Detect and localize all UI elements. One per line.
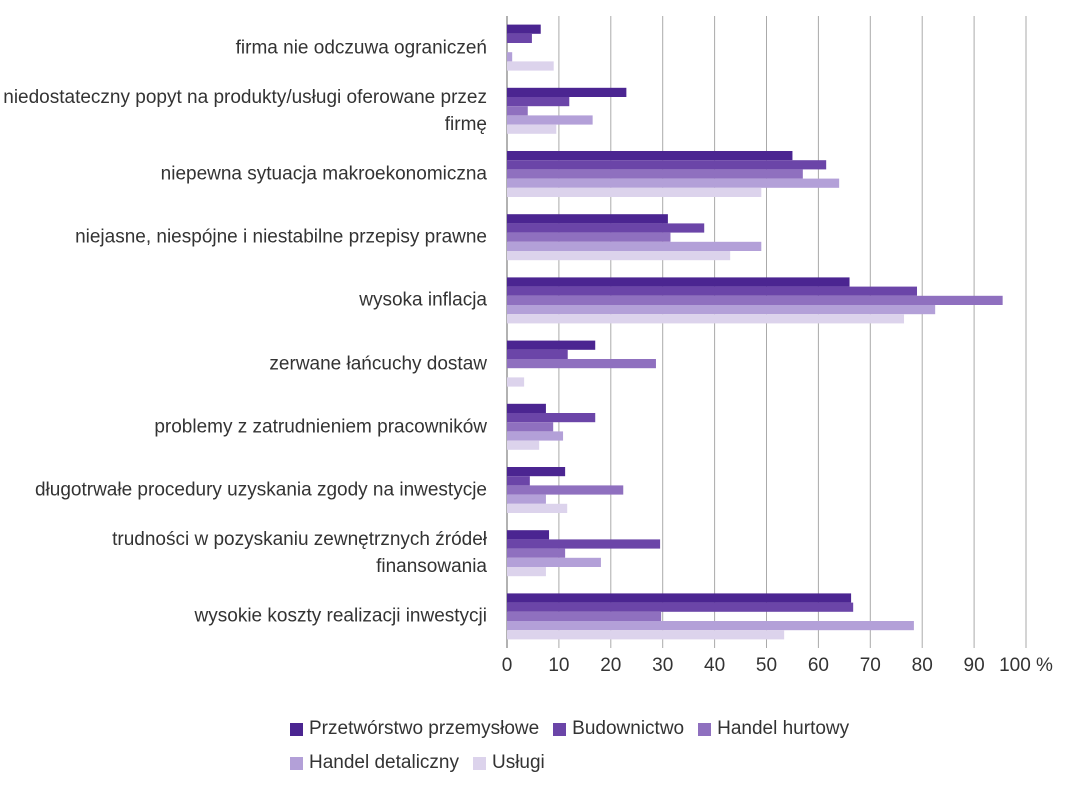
bar <box>507 277 850 287</box>
legend-label: Budownictwo <box>572 718 685 739</box>
bar <box>507 359 656 369</box>
legend-label: Przetwórstwo przemysłowe <box>309 718 540 739</box>
x-tick-label: 100 % <box>999 655 1053 676</box>
legend: Przetwórstwo przemysłowe Budownictwo Hande… <box>290 718 960 774</box>
bar <box>507 106 528 116</box>
legend-item: Handel hurtowy <box>698 718 849 740</box>
legend-label: Usługi <box>491 752 545 773</box>
category-label: wysokie koszty realizacji inwestycji <box>194 605 487 627</box>
bar <box>507 115 593 125</box>
legend-label: Handel detaliczny <box>309 752 459 773</box>
bar <box>507 539 661 549</box>
bar <box>507 467 566 477</box>
bar <box>507 223 705 233</box>
bar <box>507 52 513 62</box>
category-label: niedostateczny popyt na produkty/usługi … <box>3 86 487 135</box>
bar <box>507 494 546 504</box>
bar <box>507 431 564 441</box>
bar <box>507 151 793 161</box>
legend-swatch <box>472 756 486 770</box>
bar <box>507 61 554 71</box>
bar <box>507 621 914 631</box>
x-tick-label: 60 <box>808 655 829 676</box>
legend-swatch <box>698 722 712 736</box>
bar <box>507 476 530 486</box>
x-tick-label: 80 <box>912 655 933 676</box>
bar <box>507 33 532 43</box>
bar <box>507 485 624 495</box>
bar <box>507 349 568 359</box>
category-label: niepewna sytuacja makroekonomiczna <box>160 163 487 185</box>
bar <box>507 630 785 640</box>
category-label: zerwane łańcuchy dostaw <box>269 353 487 375</box>
bar <box>507 160 827 170</box>
category-label: niejasne, niespójne i niestabilne przepi… <box>75 226 487 248</box>
bar <box>507 403 546 413</box>
category-label: wysoka inflacja <box>359 289 487 311</box>
bar <box>507 413 596 423</box>
bar <box>507 169 803 179</box>
category-label: trudności w pozyskaniu zewnętrznych źród… <box>112 529 487 578</box>
bar <box>507 314 905 324</box>
x-tick-label: 10 <box>548 655 569 676</box>
category-label: długotrwałe procedury uzyskania zgody na… <box>34 479 487 501</box>
x-tick-label: 70 <box>860 655 881 676</box>
bar <box>507 178 840 188</box>
x-tick-label: 50 <box>756 655 777 676</box>
legend-label: Handel hurtowy <box>717 718 850 739</box>
legend-item: Budownictwo <box>553 718 684 740</box>
bar <box>507 251 731 261</box>
bar <box>507 602 854 612</box>
x-tick-label: 40 <box>704 655 725 676</box>
bar <box>507 295 1003 305</box>
x-tick-label: 0 <box>502 655 513 676</box>
bar <box>507 593 852 603</box>
x-tick-label: 30 <box>652 655 673 676</box>
bar <box>507 97 570 107</box>
bar <box>507 241 762 251</box>
legend-swatch <box>290 756 303 770</box>
bar <box>507 377 525 387</box>
bar <box>507 567 546 577</box>
bar <box>507 422 554 432</box>
legend-item: Handel detaliczny <box>290 752 459 774</box>
bar <box>507 611 662 621</box>
bar <box>507 557 601 567</box>
bar <box>507 232 671 242</box>
bar <box>507 503 568 513</box>
bar <box>507 24 541 34</box>
bar <box>507 124 557 134</box>
bar <box>507 187 762 197</box>
legend-swatch <box>290 722 303 736</box>
x-tick-label: 20 <box>600 655 621 676</box>
bar <box>507 87 627 97</box>
category-label: firma nie odczuwa ograniczeń <box>235 37 487 59</box>
legend-item: Usługi <box>472 752 545 774</box>
category-label: problemy z zatrudnieniem pracowników <box>154 416 487 438</box>
bar <box>507 530 550 540</box>
bar <box>507 440 540 450</box>
bar <box>507 286 918 296</box>
bar <box>507 305 936 315</box>
x-tick-label: 90 <box>964 655 985 676</box>
legend-item: Przetwórstwo przemysłowe <box>290 718 539 740</box>
bar <box>507 214 668 224</box>
legend-swatch <box>553 722 567 736</box>
bar <box>507 548 566 558</box>
bar <box>507 340 596 350</box>
